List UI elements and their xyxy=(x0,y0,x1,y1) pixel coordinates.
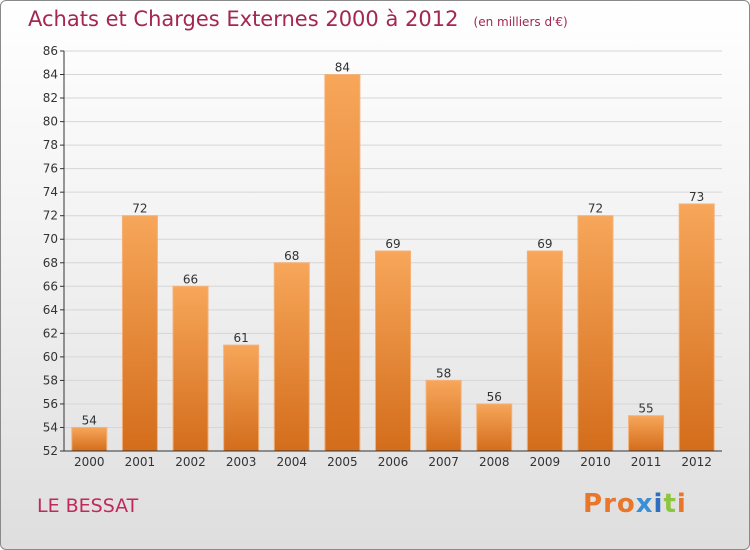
x-tick-label: 2009 xyxy=(530,455,561,469)
y-tick-label: 86 xyxy=(43,44,58,58)
y-tick-label: 68 xyxy=(43,256,58,270)
x-tick-label: 2001 xyxy=(125,455,156,469)
y-tick-label: 80 xyxy=(43,115,58,129)
logo-letter: x xyxy=(635,489,654,519)
y-tick-label: 74 xyxy=(43,185,58,199)
bar xyxy=(678,203,715,452)
title-row: Achats et Charges Externes 2000 à 2012 (… xyxy=(28,7,568,31)
logo-letter: i xyxy=(676,489,687,519)
y-tick-label: 66 xyxy=(43,279,58,293)
data-label: 58 xyxy=(436,366,451,380)
x-tick-label: 2006 xyxy=(378,455,409,469)
x-tick-label: 2002 xyxy=(175,455,206,469)
bar xyxy=(324,74,361,452)
chart-title: Achats et Charges Externes 2000 à 2012 xyxy=(28,7,459,31)
y-tick-label: 52 xyxy=(43,444,58,458)
x-tick-label: 2003 xyxy=(226,455,257,469)
y-tick-label: 82 xyxy=(43,91,58,105)
logo-letter: i xyxy=(653,489,664,519)
y-tick-label: 64 xyxy=(43,303,58,317)
logo-letter: P xyxy=(583,489,604,519)
data-label: 84 xyxy=(335,61,350,75)
bar xyxy=(577,215,614,452)
data-label: 69 xyxy=(385,237,400,251)
data-label: 73 xyxy=(689,190,704,204)
data-label: 69 xyxy=(537,237,552,251)
proxiti-logo[interactable]: Proxiti xyxy=(583,489,687,519)
data-label: 66 xyxy=(183,272,198,286)
bar xyxy=(375,250,411,452)
bar xyxy=(172,285,209,452)
data-label: 72 xyxy=(588,202,603,216)
y-tick-label: 76 xyxy=(43,162,58,176)
bar xyxy=(71,426,108,452)
data-label: 54 xyxy=(82,413,97,427)
y-tick-label: 72 xyxy=(43,209,58,223)
chart-unit: (en milliers d'€) xyxy=(473,15,568,29)
logo-letter: t xyxy=(663,489,677,519)
axis-layer: 52 54 56 58 60 62 64 66 68 70 72 74 76 78 80 82 84 86 2000… xyxy=(43,44,722,469)
x-tick-label: 2005 xyxy=(327,455,358,469)
y-tick-label: 56 xyxy=(43,397,58,411)
y-tick-label: 70 xyxy=(43,232,58,246)
data-label: 72 xyxy=(132,202,147,216)
y-tick-label: 54 xyxy=(43,420,58,434)
x-tick-label: 2008 xyxy=(479,455,510,469)
data-label: 61 xyxy=(234,331,249,345)
logo-letter: o xyxy=(616,489,636,519)
data-label: 55 xyxy=(638,402,653,416)
y-tick-label: 60 xyxy=(43,350,58,364)
x-tick-label: 2000 xyxy=(74,455,105,469)
data-label: 68 xyxy=(284,249,299,263)
bars-layer: 54 72 66 61 68 84 69 58 56 69 72 55 73 xyxy=(71,61,715,452)
x-tick-label: 2004 xyxy=(276,455,307,469)
x-tick-label: 2012 xyxy=(681,455,712,469)
logo-letter: r xyxy=(603,489,617,519)
y-tick-label: 62 xyxy=(43,326,58,340)
y-tick-label: 78 xyxy=(43,138,58,152)
bar xyxy=(476,403,513,452)
bar xyxy=(273,262,310,452)
bar xyxy=(223,344,260,452)
bar xyxy=(121,215,158,452)
data-label: 56 xyxy=(487,390,502,404)
bar xyxy=(425,379,462,452)
bar xyxy=(526,250,563,452)
commune-name: LE BESSAT xyxy=(37,495,139,517)
x-tick-label: 2011 xyxy=(631,455,662,469)
y-tick-label: 58 xyxy=(43,373,58,387)
x-tick-label: 2010 xyxy=(580,455,611,469)
x-tick-label: 2007 xyxy=(428,455,459,469)
y-tick-label: 84 xyxy=(43,68,58,82)
bar xyxy=(628,415,665,452)
